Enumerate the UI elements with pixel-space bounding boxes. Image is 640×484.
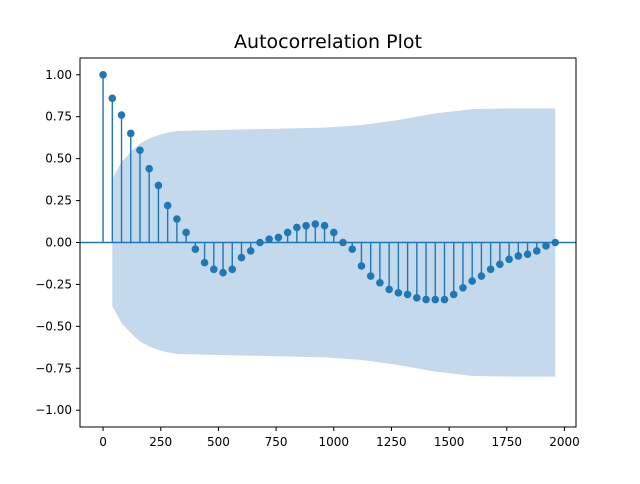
- stem-marker: [136, 146, 144, 155]
- chart-title: Autocorrelation Plot: [234, 31, 422, 53]
- x-axis-ticks: 0 250 500 750 1000 1250 1500 1750 2000: [99, 427, 580, 449]
- stem-marker: [154, 181, 163, 190]
- x-tick-label: 500: [207, 435, 230, 449]
- stem-marker: [246, 247, 255, 255]
- stem-marker: [182, 228, 190, 237]
- stem-marker: [486, 265, 495, 274]
- y-tick-label: 0.75: [45, 110, 72, 124]
- stem-marker: [376, 278, 384, 287]
- stem-layer: [99, 70, 560, 304]
- stem-marker: [385, 285, 393, 294]
- stem-marker: [477, 272, 486, 280]
- stem-marker: [311, 220, 320, 228]
- stem-marker: [145, 164, 154, 173]
- y-tick-label: −0.25: [35, 277, 72, 291]
- stem-marker: [191, 245, 200, 254]
- stem-marker: [293, 223, 301, 232]
- stem-marker: [256, 238, 264, 247]
- stem-marker: [173, 215, 181, 223]
- stem-marker: [329, 228, 338, 237]
- stem-marker: [366, 272, 375, 280]
- stem-marker: [265, 235, 273, 243]
- stem-marker: [459, 283, 467, 292]
- stem-marker: [339, 238, 347, 247]
- stem-marker: [357, 262, 366, 270]
- stem-marker: [348, 245, 357, 254]
- stem-marker: [514, 252, 523, 260]
- stem-marker: [403, 290, 412, 299]
- stem-marker: [117, 111, 126, 119]
- stem-marker: [274, 233, 283, 242]
- stem-marker: [210, 265, 218, 274]
- x-tick-label: 1000: [318, 435, 349, 449]
- stem-marker: [126, 129, 135, 138]
- x-tick-label: 250: [149, 435, 172, 449]
- stem-marker: [422, 295, 430, 304]
- stem-marker: [302, 221, 310, 230]
- y-axis-ticks: 1.00 0.75 0.50 0.25 0.00 −0.25 −0.50 −0.75 −1.00: [35, 68, 80, 417]
- stem-marker: [496, 260, 504, 269]
- stem-marker: [394, 289, 403, 297]
- stem-marker: [413, 294, 421, 302]
- stem-marker: [551, 238, 560, 247]
- stem-marker: [228, 265, 237, 274]
- stem-marker: [99, 70, 107, 79]
- stem-marker: [237, 253, 246, 262]
- stem-marker: [449, 290, 458, 299]
- stem-marker: [468, 277, 476, 285]
- stem-marker: [523, 250, 532, 259]
- y-tick-label: −0.50: [35, 319, 72, 333]
- stem-marker: [200, 258, 209, 267]
- x-tick-label: 1250: [376, 435, 407, 449]
- stem-marker: [532, 247, 541, 255]
- x-tick-label: 1500: [434, 435, 465, 449]
- stem-marker: [219, 268, 227, 277]
- x-tick-label: 2000: [549, 435, 580, 449]
- stem-marker: [163, 201, 172, 210]
- stem-marker: [108, 94, 117, 103]
- y-tick-label: −0.75: [35, 361, 72, 375]
- x-tick-label: 0: [99, 435, 107, 449]
- y-tick-label: 1.00: [45, 68, 72, 82]
- stem-marker: [505, 255, 513, 264]
- stem-marker: [320, 221, 329, 230]
- y-tick-label: −1.00: [35, 403, 72, 417]
- stem-marker: [283, 228, 292, 237]
- stem-marker: [440, 295, 449, 304]
- y-tick-label: 0.50: [45, 152, 72, 166]
- x-tick-label: 750: [265, 435, 288, 449]
- stem-marker: [431, 295, 440, 304]
- y-tick-label: 0.25: [45, 194, 72, 208]
- x-tick-label: 1750: [492, 435, 523, 449]
- y-tick-label: 0.00: [45, 236, 72, 250]
- stem-marker: [542, 242, 550, 250]
